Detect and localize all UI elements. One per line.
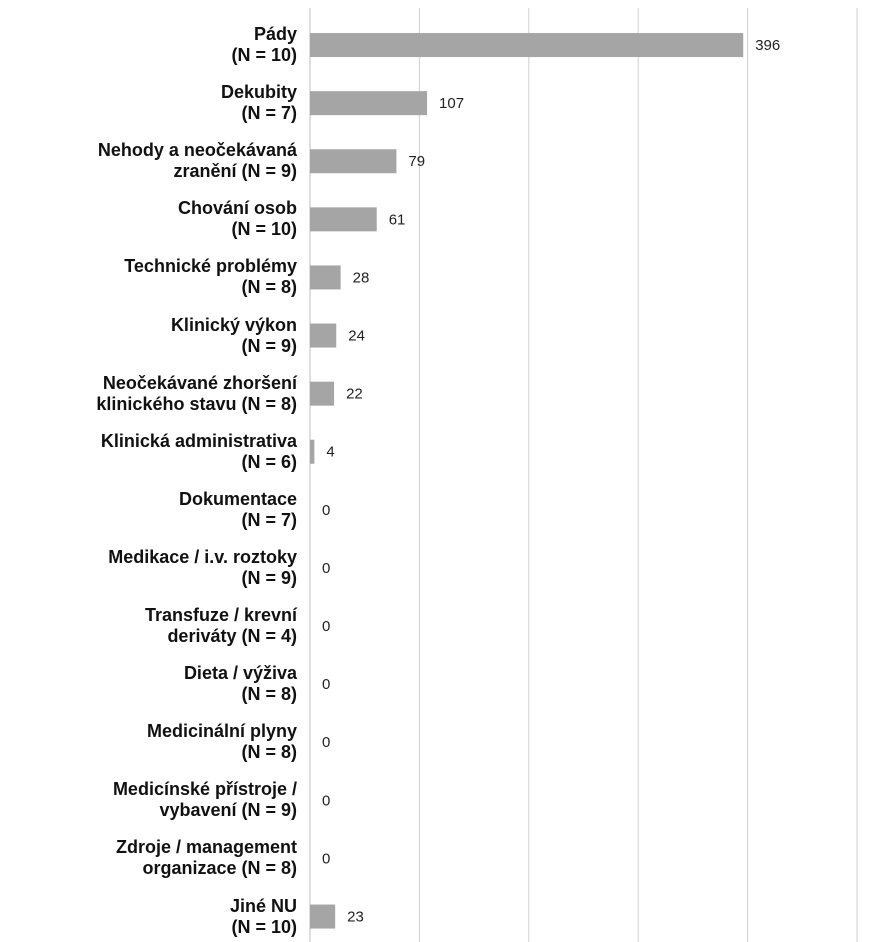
value-label: 396 [755, 37, 780, 54]
value-label: 0 [322, 676, 330, 693]
category-label: Dokumentace (N = 7) [178, 488, 297, 530]
category-label: Transfuze / krevní deriváty (N = 4) [144, 605, 297, 647]
category-label: Medicinální plyny (N = 8) [146, 721, 297, 763]
category-label: Medicínské přístroje / vybavení (N = 9) [112, 779, 297, 821]
value-label: 24 [348, 328, 365, 345]
category-label: Neočekávané zhoršení klinického stavu (N… [96, 372, 297, 414]
bar [310, 33, 744, 58]
value-label: 0 [322, 850, 330, 867]
bar [310, 91, 428, 116]
bar [310, 323, 337, 348]
category-label: Zdroje / management organizace (N = 8) [115, 837, 297, 879]
bar [310, 207, 377, 232]
value-label: 4 [326, 444, 334, 461]
bar [310, 904, 336, 929]
bar [310, 439, 315, 464]
value-label: 0 [322, 560, 330, 577]
bar [310, 265, 341, 290]
category-label: Jiné NU (N = 10) [229, 895, 297, 937]
category-label: Dekubity (N = 7) [220, 82, 297, 124]
value-label: 0 [322, 502, 330, 519]
category-label: Klinický výkon (N = 9) [170, 314, 297, 356]
value-label: 28 [353, 269, 370, 286]
category-label: Medikace / i.v. roztoky (N = 9) [108, 546, 297, 588]
value-label: 107 [439, 95, 464, 112]
value-label: 0 [322, 792, 330, 809]
value-label: 61 [389, 211, 406, 228]
value-label: 22 [346, 386, 363, 403]
value-label: 0 [322, 618, 330, 635]
bar [310, 381, 335, 406]
category-label: Chování osob (N = 10) [177, 198, 297, 240]
bar [310, 149, 397, 174]
value-label: 0 [322, 734, 330, 751]
category-label: Dieta / výživa (N = 8) [183, 663, 297, 705]
category-label: Technické problémy (N = 8) [124, 256, 297, 298]
value-label: 79 [408, 153, 425, 170]
category-label: Pády (N = 10) [231, 24, 297, 66]
category-label: Nehody a neočekávaná zranění (N = 9) [97, 140, 297, 182]
value-label: 23 [347, 909, 364, 926]
category-label: Klinická administrativa (N = 6) [100, 430, 297, 472]
